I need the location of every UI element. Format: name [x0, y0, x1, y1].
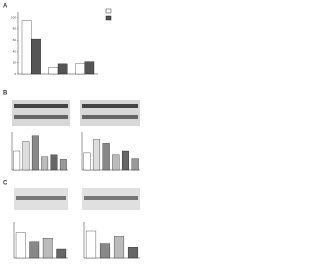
- panel-label: B: [3, 91, 8, 97]
- y-tick-label: 100: [11, 15, 16, 19]
- bar: [131, 158, 139, 171]
- y-tick-label: 80: [13, 27, 17, 31]
- bar: [29, 241, 40, 259]
- bar: [99, 243, 111, 259]
- bar: [57, 63, 68, 75]
- bar: [102, 143, 110, 171]
- bar: [15, 232, 26, 259]
- bar: [56, 248, 67, 259]
- y-tick-label: 40: [13, 49, 17, 53]
- legend-swatch: [105, 8, 112, 14]
- bar: [41, 156, 49, 171]
- y-tick-label: 20: [13, 61, 17, 65]
- y-tick-label: 0: [14, 72, 16, 76]
- bar: [31, 38, 41, 75]
- bar: [59, 159, 67, 171]
- panel-label: C: [3, 181, 8, 187]
- bar: [50, 154, 58, 171]
- bar: [92, 139, 101, 171]
- blot: [82, 188, 140, 210]
- bar: [22, 141, 30, 171]
- bar: [85, 230, 97, 259]
- bar: [84, 61, 95, 75]
- bar: [75, 63, 85, 75]
- bar: [121, 150, 130, 171]
- bar: [31, 135, 39, 171]
- blot: [12, 100, 70, 126]
- figure: A B C 0 20 40 60 80 100: [3, 4, 140, 259]
- bar: [21, 20, 32, 75]
- legend-swatch: [105, 15, 112, 21]
- bar: [127, 247, 139, 259]
- y-tick-label: 60: [13, 38, 17, 42]
- blot: [14, 188, 68, 210]
- bar: [42, 238, 53, 259]
- bar: [112, 154, 120, 171]
- bar: [13, 150, 21, 171]
- panel-label: A: [3, 4, 8, 10]
- blot: [80, 100, 140, 126]
- bar: [113, 236, 125, 259]
- bar: [83, 152, 91, 171]
- bar: [48, 67, 59, 75]
